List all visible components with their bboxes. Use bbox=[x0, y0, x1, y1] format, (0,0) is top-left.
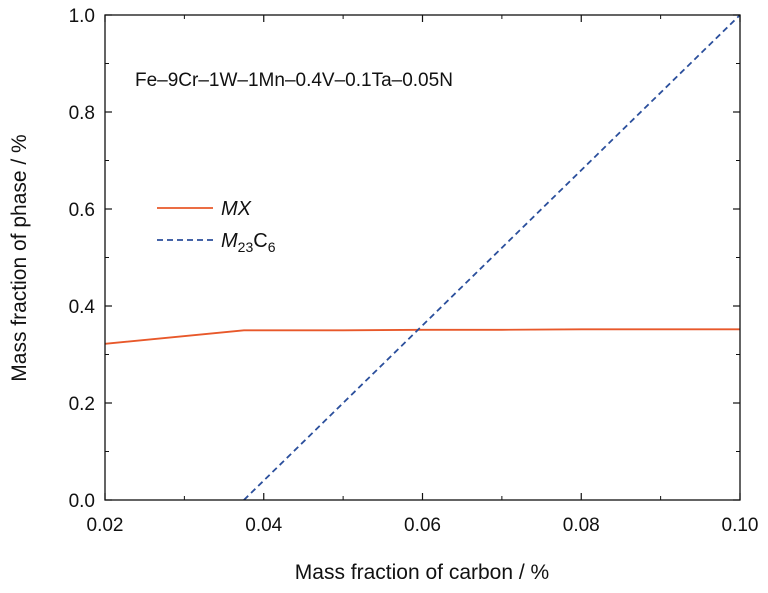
series-line-m23c6 bbox=[243, 14, 741, 501]
y-tick-label: 0.8 bbox=[69, 103, 95, 124]
y-tick-label: 0.0 bbox=[69, 491, 95, 512]
x-tick-label: 0.08 bbox=[563, 515, 600, 536]
series-line-mx bbox=[104, 328, 740, 345]
y-axis-title: Mass fraction of phase / % bbox=[8, 134, 31, 381]
ticks-layer: 0.02 0.04 0.06 0.08 0.10 0.0 0.2 0.4 0.6 0.8 1.0 bbox=[69, 6, 759, 536]
legend-label-m23c6: M23C6 bbox=[221, 230, 276, 255]
x-axis-title: Mass fraction of carbon / % bbox=[295, 561, 549, 584]
legend: MX M23C6 bbox=[157, 198, 276, 255]
y-tick-label: 0.6 bbox=[69, 200, 95, 221]
y-tick-label: 1.0 bbox=[69, 6, 95, 27]
x-tick-label: 0.02 bbox=[87, 515, 124, 536]
x-tick-label: 0.10 bbox=[722, 515, 759, 536]
series-layer bbox=[104, 14, 741, 501]
y-tick-label: 0.4 bbox=[69, 297, 96, 318]
annotation-text: Fe–9Cr–1W–1Mn–0.4V–0.1Ta–0.05N bbox=[135, 70, 453, 91]
y-tick-label: 0.2 bbox=[69, 394, 95, 415]
legend-label-mx: MX bbox=[221, 198, 252, 220]
x-tick-label: 0.06 bbox=[404, 515, 441, 536]
x-tick-label: 0.04 bbox=[245, 515, 282, 536]
